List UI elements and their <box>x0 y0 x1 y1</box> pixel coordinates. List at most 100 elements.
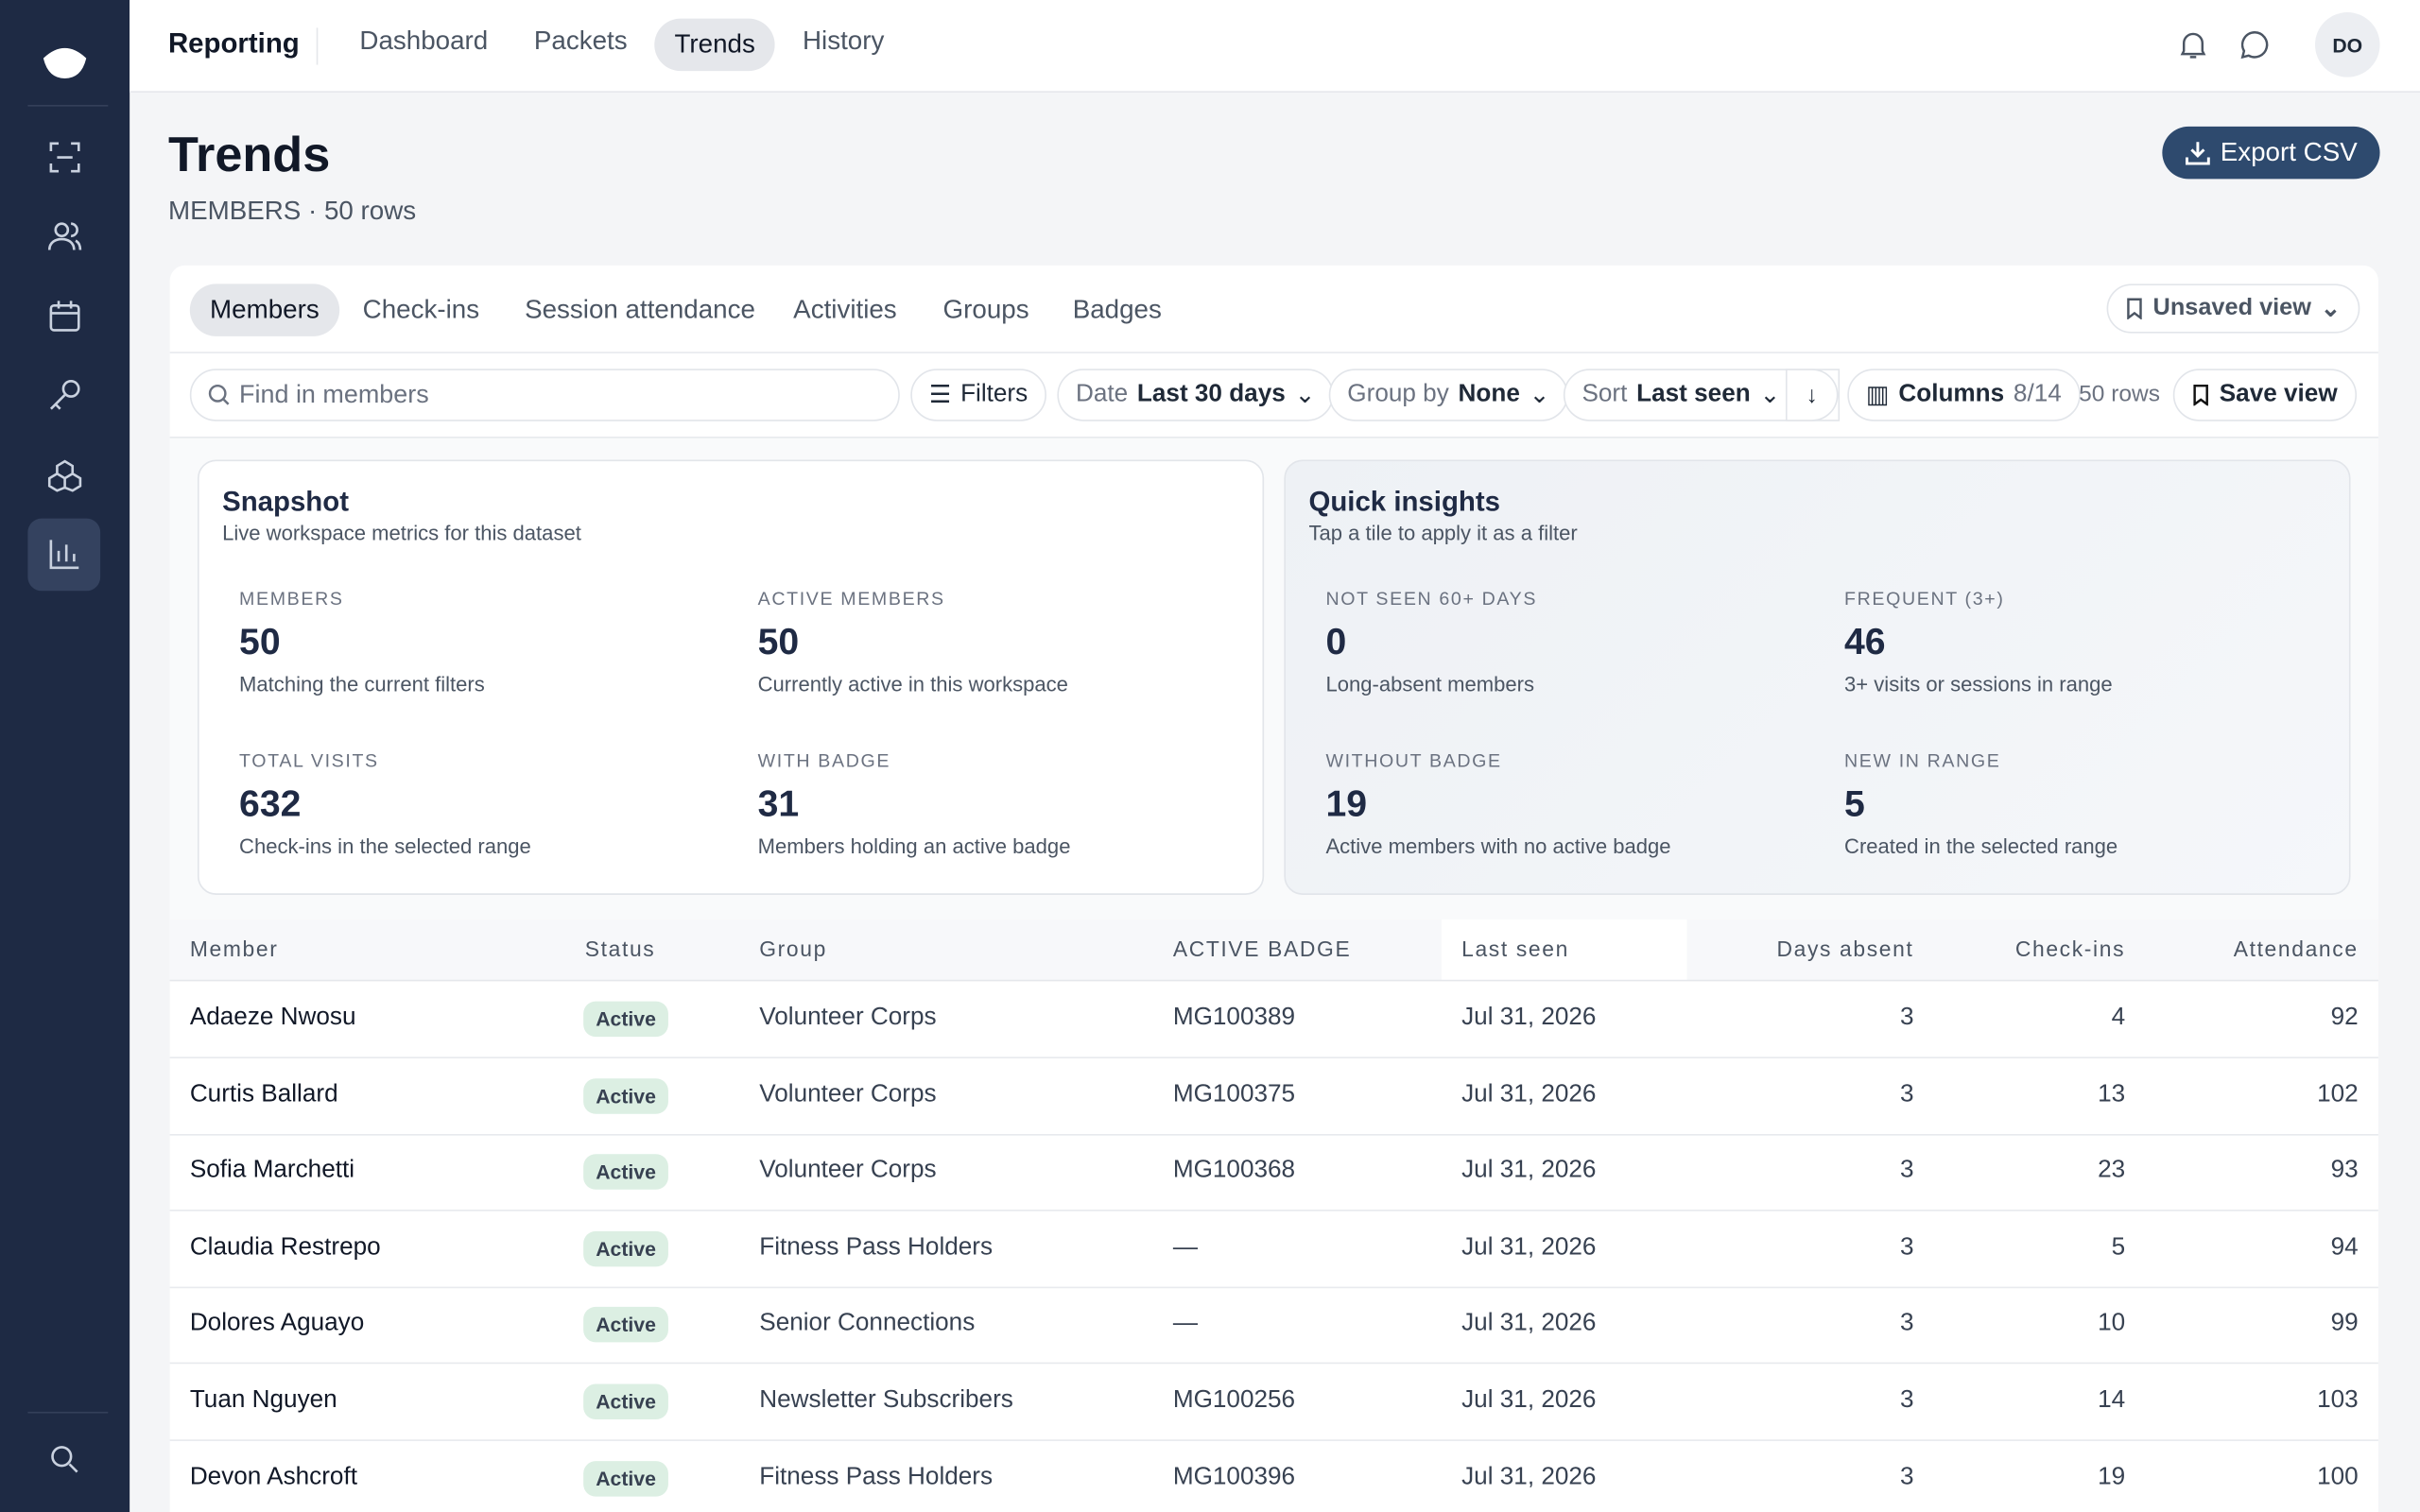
cell: 3 <box>1899 1463 1914 1490</box>
cell: MG100375 <box>1172 1080 1296 1108</box>
table-row[interactable]: Devon Ashcroft Active Fitness Pass Holders… <box>170 1440 2378 1512</box>
active-nav[interactable] <box>27 518 101 592</box>
search-icon[interactable] <box>49 1444 80 1475</box>
nav-link[interactable]: History <box>802 26 885 56</box>
scan-icon[interactable] <box>48 141 82 175</box>
cell: 102 <box>2317 1080 2359 1108</box>
bell-icon[interactable] <box>2178 29 2209 60</box>
column-header[interactable]: Member <box>189 936 279 962</box>
metric[interactable]: FREQUENT (3+) 46 3+ visits or sessions in … <box>1844 588 2113 696</box>
table-row[interactable]: Claudia Restrepo Active Fitness Pass Holde… <box>169 1211 2378 1288</box>
status-badge: Active <box>583 1154 668 1191</box>
cell: Claudia Restrepo <box>189 1233 381 1261</box>
date-select[interactable]: Date Last 30 days ⌄ <box>1057 369 1335 421</box>
tab[interactable]: Session attendance <box>525 294 755 324</box>
column-header[interactable]: Attendance <box>2233 936 2359 962</box>
nav-link[interactable]: Dashboard <box>359 26 489 56</box>
avatar[interactable]: DO <box>2314 12 2380 77</box>
tab[interactable]: Check-ins <box>362 294 480 324</box>
cell: Fitness Pass Holders <box>759 1233 994 1261</box>
metric-value: 19 <box>1325 783 1368 826</box>
view-button[interactable]: Unsaved view ⌄ <box>2106 284 2360 334</box>
cell: Jul 31, 2026 <box>1461 1004 1597 1031</box>
table-row[interactable]: Dolores Aguayo Active Senior Connections — J… <box>169 1287 2378 1365</box>
tab[interactable]: Badges <box>1072 294 1162 324</box>
tab[interactable]: Members <box>189 284 339 336</box>
cell: 5 <box>2111 1233 2126 1261</box>
metric-value: 50 <box>757 621 800 664</box>
snapshot-panel: Snapshot Live workspace metrics for this … <box>197 459 1265 895</box>
export-button[interactable]: Export CSV <box>2162 126 2380 180</box>
status-badge: Active <box>583 1307 668 1344</box>
search-input[interactable]: Find in members <box>189 369 900 421</box>
separator <box>316 27 319 65</box>
divider <box>169 352 2378 353</box>
columns-value: 8/14 <box>2013 381 2062 408</box>
table-row[interactable]: Sofia Marchetti Active Volunteer Corps MG10… <box>169 1134 2378 1211</box>
bookmark-icon <box>2193 384 2208 406</box>
cell: Devon Ashcroft <box>189 1463 357 1490</box>
table-row[interactable]: Adaeze Nwosu Active Volunteer Corps MG10038… <box>169 981 2378 1058</box>
calendar-icon[interactable] <box>48 300 82 334</box>
status-badge: Active <box>583 1460 668 1497</box>
metric-label: NOT SEEN 60+ DAYS <box>1325 588 1538 610</box>
metric-desc: Long-absent members <box>1325 672 1534 696</box>
export-label: Export CSV <box>2220 137 2358 167</box>
filters-icon: ☰ <box>928 382 952 409</box>
search-placeholder: Find in members <box>239 380 429 408</box>
tab[interactable]: Activities <box>793 294 897 324</box>
group-select[interactable]: Group by None ⌄ <box>1328 369 1569 421</box>
metric-label: TOTAL VISITS <box>239 749 379 772</box>
save-view-button[interactable]: Save view <box>2172 369 2357 421</box>
column-header[interactable]: ACTIVE BADGE <box>1172 936 1352 962</box>
chat-icon[interactable] <box>2239 29 2271 60</box>
nav-link[interactable]: Packets <box>533 26 628 56</box>
table-row[interactable]: Curtis Ballard Active Volunteer Corps MG100… <box>169 1057 2378 1135</box>
cell: 14 <box>2098 1386 2126 1414</box>
metric[interactable]: WITHOUT BADGE 19 Active members with no ac… <box>1325 749 1670 857</box>
date-value: Last 30 days <box>1136 381 1286 408</box>
members-icon[interactable] <box>47 219 82 253</box>
cell: Curtis Ballard <box>189 1080 338 1108</box>
cell: 103 <box>2317 1386 2359 1414</box>
filters-button[interactable]: ☰ Filters <box>910 369 1046 421</box>
cell: 19 <box>2098 1463 2126 1490</box>
column-header[interactable]: Days absent <box>1776 936 1914 962</box>
insights-panel[interactable]: Quick insights Tap a tile to apply it as … <box>1284 459 2351 895</box>
reports-icon[interactable] <box>48 537 82 571</box>
nav-link[interactable]: Trends <box>654 18 776 72</box>
table-row[interactable]: Tuan Nguyen Active Newsletter Subscribers M… <box>169 1364 2378 1441</box>
column-header[interactable]: Group <box>759 936 827 962</box>
metric-label: NEW IN RANGE <box>1844 749 2001 772</box>
key-icon[interactable] <box>48 378 82 412</box>
metric[interactable]: NOT SEEN 60+ DAYS 0 Long-absent members <box>1325 588 1537 696</box>
tab[interactable]: Groups <box>942 294 1029 324</box>
sort-direction[interactable]: ↓ <box>1785 369 1839 421</box>
cell: Fitness Pass Holders <box>759 1463 994 1490</box>
columns-label: Columns <box>1898 381 2005 408</box>
metric-desc: Members holding an active badge <box>757 834 1071 858</box>
cell: 92 <box>2330 1004 2359 1031</box>
column-header[interactable]: Check-ins <box>2014 936 2126 962</box>
search-icon <box>208 384 230 405</box>
metric-desc: Check-ins in the selected range <box>239 834 531 858</box>
sort-value: Last seen <box>1636 381 1751 408</box>
cell: Adaeze Nwosu <box>189 1004 356 1031</box>
metric[interactable]: NEW IN RANGE 5 Created in the selected ran… <box>1844 749 2118 857</box>
metric-label: WITHOUT BADGE <box>1325 749 1502 772</box>
column-header[interactable]: Last seen <box>1461 936 1569 962</box>
cubes-icon[interactable] <box>47 458 82 492</box>
cell: Volunteer Corps <box>759 1004 937 1031</box>
columns-button[interactable]: ▥ Columns 8/14 <box>1847 369 2081 421</box>
divider <box>27 1411 109 1414</box>
column-header[interactable]: Status <box>584 936 656 962</box>
metric-label: ACTIVE MEMBERS <box>757 588 945 610</box>
cell: Jul 31, 2026 <box>1461 1157 1597 1184</box>
cell: 3 <box>1899 1080 1914 1108</box>
cell: 3 <box>1899 1157 1914 1184</box>
cell: MG100368 <box>1172 1157 1296 1184</box>
card: Members Check-ins Session attendance Activi… <box>169 265 2378 1512</box>
metric: WITH BADGE 31 Members holding an active ba… <box>758 749 1071 857</box>
metric-desc: Matching the current filters <box>239 672 485 696</box>
metric-value: 46 <box>1844 621 1886 664</box>
